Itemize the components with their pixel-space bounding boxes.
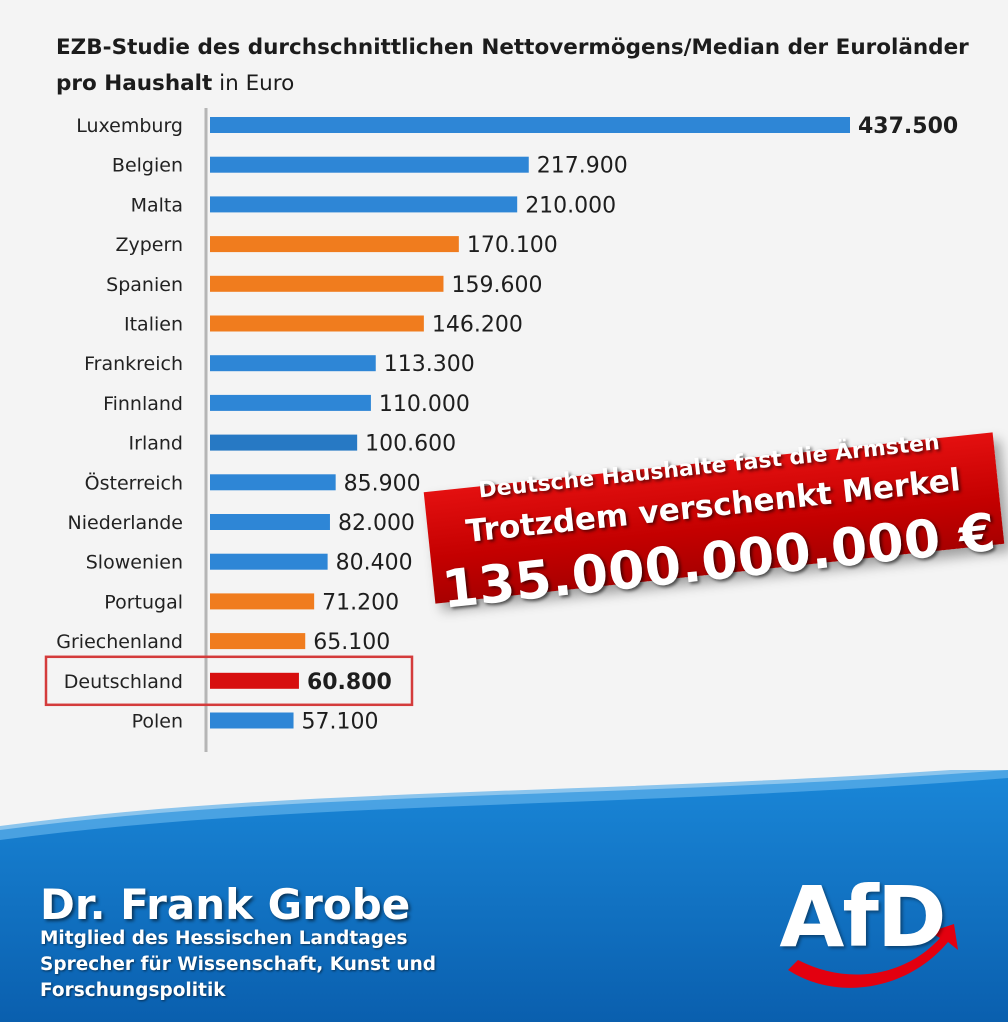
category-label: Irland: [129, 433, 183, 455]
afd-logo-swoosh: [788, 924, 958, 988]
bars-group: Luxemburg 437.500 Belgien 217.900 Malta 210.0…: [44, 108, 958, 752]
value-label: 71.200: [322, 590, 399, 615]
highlight-box: [44, 655, 414, 707]
category-label: Niederlande: [68, 512, 183, 534]
value-label: 65.100: [313, 630, 390, 655]
category-label: Belgien: [112, 155, 183, 177]
bar-chart: Luxemburg 437.500 Belgien 217.900 Malta 210.0…: [44, 108, 958, 752]
value-label: 146.200: [432, 313, 523, 338]
category-label: Portugal: [104, 591, 183, 613]
bar: [210, 514, 330, 530]
category-label: Italien: [124, 314, 183, 336]
category-label: Griechenland: [56, 631, 183, 653]
value-label: 170.100: [467, 233, 558, 258]
value-label: 110.000: [379, 392, 470, 417]
politician-role-2: Sprecher für Wissenschaft, Kunst und: [40, 954, 436, 975]
value-label: 217.900: [537, 154, 628, 179]
category-label: Slowenien: [86, 552, 183, 574]
category-label: Zypern: [115, 234, 183, 256]
bar: [210, 633, 306, 650]
value-label: 159.600: [451, 273, 542, 298]
value-label: 113.300: [384, 352, 475, 377]
bar: [210, 275, 444, 292]
category-label: Deutschland: [64, 671, 183, 693]
bar: [210, 553, 328, 570]
bar: [210, 236, 459, 253]
bar: [210, 196, 518, 213]
politician-role-1: Mitglied des Hessischen Landtages: [40, 928, 408, 949]
chart-title-unit: in Euro: [212, 71, 295, 96]
value-label: 80.400: [336, 551, 413, 576]
bar: [210, 355, 376, 372]
bar: [210, 156, 529, 173]
value-label: 100.600: [365, 432, 456, 457]
value-label: 57.100: [302, 710, 379, 735]
chart-title-bold: EZB-Studie des durchschnittlichen Nettov…: [56, 35, 969, 96]
footer-background: [0, 770, 1008, 1022]
category-label: Malta: [131, 194, 183, 216]
politician-role-3: Forschungspolitik: [40, 980, 226, 1001]
bar: [210, 593, 315, 610]
value-label: 60.800: [307, 670, 392, 695]
bar: [210, 117, 850, 133]
bar: [210, 315, 424, 332]
value-label: 210.000: [525, 193, 616, 218]
value-label: 85.900: [344, 471, 421, 496]
bar: [210, 434, 358, 451]
politician-name: Dr. Frank Grobe: [40, 880, 411, 929]
bar: [210, 712, 294, 729]
category-label: Österreich: [85, 471, 183, 494]
value-label: 437.500: [858, 114, 958, 139]
bar: [210, 474, 336, 491]
value-label: 82.000: [338, 511, 415, 536]
category-label: Finnland: [103, 393, 183, 415]
chart-title: EZB-Studie des durchschnittlichen Nettov…: [56, 30, 976, 102]
afd-logo-text: AfD: [779, 868, 946, 966]
category-label: Frankreich: [84, 353, 183, 375]
bar: [210, 394, 371, 411]
bar: [210, 672, 299, 689]
category-label: Luxemburg: [76, 115, 183, 137]
category-label: Polen: [132, 711, 183, 733]
category-label: Spanien: [106, 274, 183, 296]
